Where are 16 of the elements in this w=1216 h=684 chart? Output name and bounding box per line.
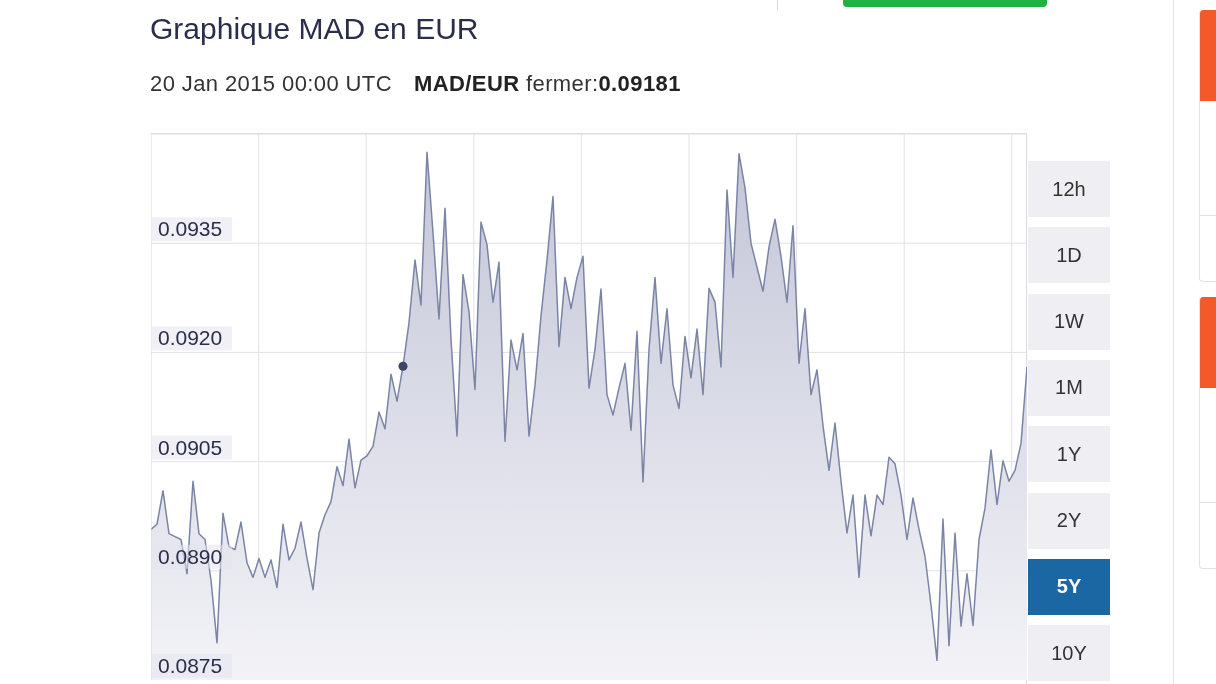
- y-tick-label: 0.0875: [158, 654, 223, 677]
- time-range-button: 1D: [1028, 227, 1110, 284]
- time-range-button: 2Y: [1028, 492, 1110, 549]
- time-range-button: 1W: [1028, 293, 1110, 350]
- time-range-button: 10Y: [1028, 625, 1110, 682]
- y-tick-label: 0.0920: [158, 326, 223, 350]
- y-tick-label: 0.0905: [158, 435, 223, 459]
- time-range-button: 12h: [1028, 161, 1110, 217]
- chart-title: Graphique MAD en EUR: [150, 12, 479, 45]
- time-range-button: 1Y: [1028, 426, 1110, 483]
- y-tick-label: 0.0935: [158, 217, 223, 241]
- time-range-button: 5Y: [1028, 558, 1110, 615]
- chart-subtitle: 20 Jan 2015 00:00 UTC: [150, 71, 392, 96]
- text: MAD/EUR fermer:0.09181: [414, 71, 681, 96]
- time-range-button: 1M: [1028, 359, 1110, 416]
- y-tick-label: 0.0890: [158, 544, 223, 568]
